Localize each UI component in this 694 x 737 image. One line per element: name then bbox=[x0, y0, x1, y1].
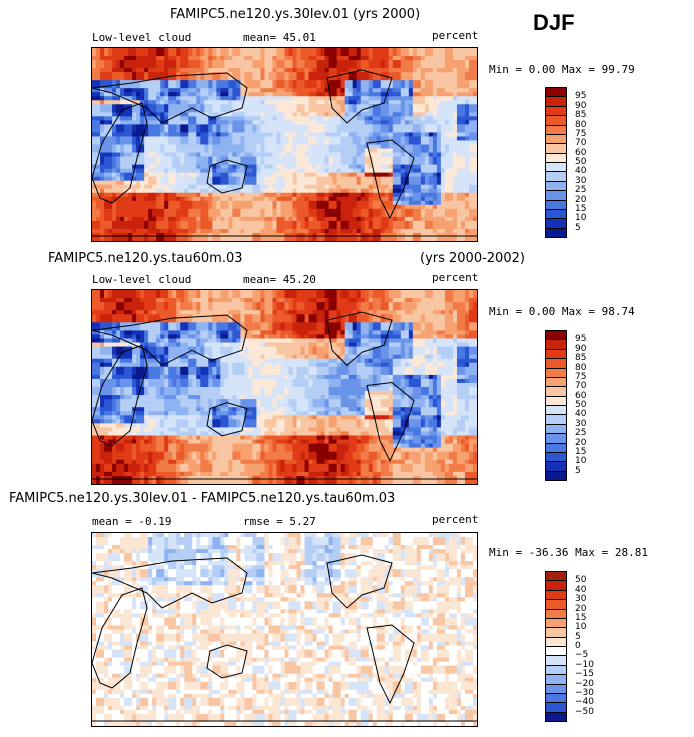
colorbar-label: 20 bbox=[575, 603, 587, 614]
colorbar-label: 80 bbox=[575, 362, 587, 373]
colorbar-label: −30 bbox=[575, 687, 594, 698]
panel-2-map-canvas bbox=[92, 290, 477, 484]
panel-2-years: (yrs 2000-2002) bbox=[420, 251, 525, 266]
colorbar-label: 85 bbox=[575, 110, 587, 121]
colorbar-label: −50 bbox=[575, 706, 594, 717]
panel-2-mean: mean= 45.20 bbox=[243, 273, 316, 286]
colorbar-label: 75 bbox=[575, 128, 587, 139]
colorbar-box bbox=[545, 470, 567, 481]
colorbar-label: 75 bbox=[575, 371, 587, 382]
colorbar-label: 20 bbox=[575, 194, 587, 205]
colorbar-label: 30 bbox=[575, 418, 587, 429]
colorbar-label: 95 bbox=[575, 334, 587, 345]
panel-3-map-canvas bbox=[92, 533, 477, 726]
colorbar-label: 60 bbox=[575, 390, 587, 401]
panel-2-colorbar: 95 90 85 80 75 70 60 50 40 30 25 20 15 10 5 bbox=[545, 330, 605, 481]
panel-1-mean: mean= 45.01 bbox=[243, 31, 316, 44]
colorbar-label: 0 bbox=[575, 641, 581, 651]
colorbar-label: 15 bbox=[575, 203, 587, 214]
panel-1-minmax: Min = 0.00 Max = 99.79 bbox=[489, 63, 635, 76]
season-label: DJF bbox=[533, 10, 575, 35]
panel-1-title: FAMIPC5.ne120.ys.30lev.01 (yrs 2000) bbox=[170, 7, 421, 22]
colorbar-label: 40 bbox=[575, 409, 587, 420]
colorbar-label: 95 bbox=[575, 91, 587, 102]
panel-3-units: percent bbox=[432, 513, 479, 526]
colorbar-label: 5 bbox=[575, 465, 581, 476]
panel-2-minmax: Min = 0.00 Max = 98.74 bbox=[489, 305, 635, 318]
panel-2-map bbox=[91, 289, 478, 485]
colorbar-label: 20 bbox=[575, 437, 587, 448]
colorbar-label: 40 bbox=[575, 166, 587, 177]
colorbar-box bbox=[545, 711, 567, 722]
colorbar-label: 70 bbox=[575, 381, 587, 392]
colorbar-label: −40 bbox=[575, 697, 594, 708]
panel-2-units: percent bbox=[432, 271, 479, 284]
colorbar-label: 40 bbox=[575, 584, 587, 595]
colorbar-label: 60 bbox=[575, 147, 587, 158]
colorbar-label: 30 bbox=[575, 594, 587, 605]
panel-3-mean: mean = -0.19 bbox=[92, 515, 172, 528]
colorbar-label: 25 bbox=[575, 428, 587, 439]
colorbar-label: 90 bbox=[575, 343, 587, 354]
panel-1-variable-label: Low-level cloud bbox=[92, 31, 192, 44]
colorbar-label: 70 bbox=[575, 138, 587, 149]
colorbar-label: 50 bbox=[575, 575, 587, 586]
panel-3-map bbox=[91, 532, 478, 727]
colorbar-label: 25 bbox=[575, 185, 587, 196]
colorbar-label: 30 bbox=[575, 175, 587, 186]
colorbar-label: 90 bbox=[575, 100, 587, 111]
colorbar-label: 50 bbox=[575, 157, 587, 167]
panel-3-minmax: Min = -36.36 Max = 28.81 bbox=[489, 546, 648, 559]
colorbar-label: 15 bbox=[575, 612, 587, 623]
colorbar-label: 80 bbox=[575, 119, 587, 130]
colorbar-label: 5 bbox=[575, 222, 581, 233]
colorbar-label: 5 bbox=[575, 631, 581, 642]
colorbar-label: −10 bbox=[575, 659, 594, 670]
panel-3-title: FAMIPC5.ne120.ys.30lev.01 - FAMIPC5.ne12… bbox=[9, 491, 396, 506]
panel-3-rmse: rmse = 5.27 bbox=[243, 515, 316, 528]
colorbar-label: 10 bbox=[575, 622, 587, 633]
panel-1-map-canvas bbox=[92, 48, 477, 241]
colorbar-label: 50 bbox=[575, 400, 587, 410]
colorbar-box bbox=[545, 227, 567, 238]
panel-2-title: FAMIPC5.ne120.ys.tau60m.03 bbox=[48, 251, 243, 266]
colorbar-label: 15 bbox=[575, 446, 587, 457]
panel-1-colorbar: 95 90 85 80 75 70 60 50 40 30 25 20 15 10 5 bbox=[545, 87, 605, 238]
colorbar-label: −20 bbox=[575, 678, 594, 689]
colorbar-label: −15 bbox=[575, 669, 594, 680]
colorbar-label: 10 bbox=[575, 456, 587, 467]
panel-1-units: percent bbox=[432, 29, 479, 42]
colorbar-label: 10 bbox=[575, 213, 587, 224]
colorbar-label: 85 bbox=[575, 353, 587, 364]
panel-2-variable-label: Low-level cloud bbox=[92, 273, 192, 286]
panel-1-map bbox=[91, 47, 478, 242]
colorbar-label: −5 bbox=[575, 650, 589, 661]
panel-3-colorbar: 50 40 30 20 15 10 5 0 −5 −10 −15 −20 −30 −40 −50 bbox=[545, 571, 605, 722]
